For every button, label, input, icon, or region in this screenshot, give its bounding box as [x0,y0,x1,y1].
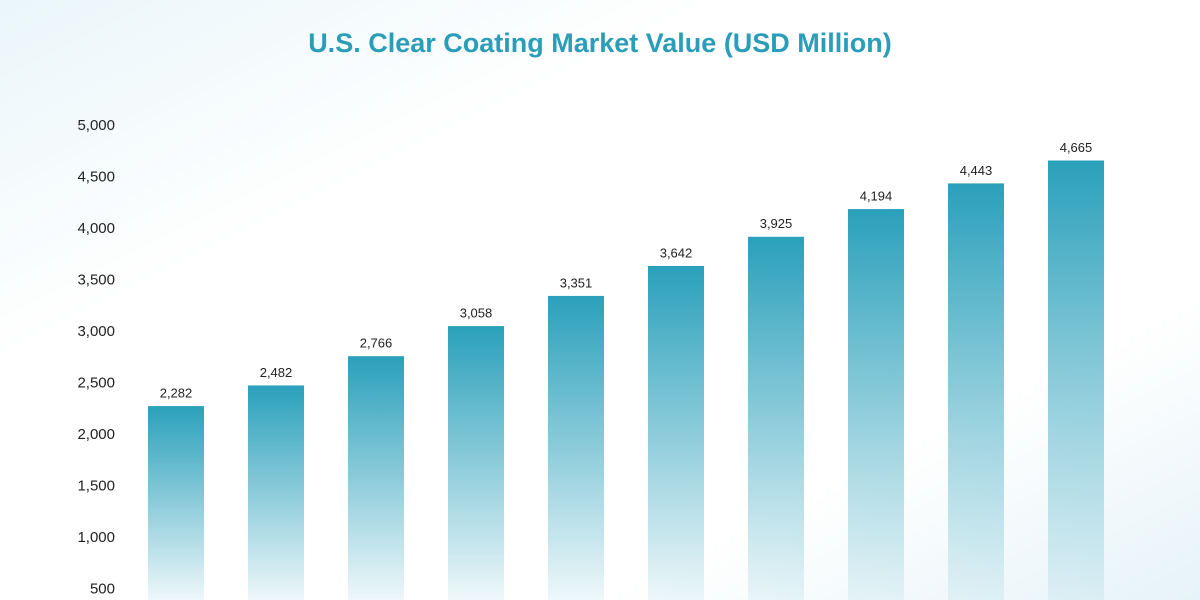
y-tick-label: 1,500 [77,478,115,495]
y-tick-label: 1,000 [77,529,115,546]
value-label: 3,351 [560,275,593,290]
bar [248,385,304,600]
chart-title: U.S. Clear Coating Market Value (USD Mil… [308,28,892,58]
value-label: 2,766 [360,336,393,351]
value-label: 4,443 [960,163,993,178]
value-label: 4,665 [1060,140,1093,155]
y-tick-label: 500 [90,581,115,598]
y-tick-label: 3,500 [77,272,115,289]
bar [848,209,904,600]
bar [948,183,1004,600]
y-tick-label: 4,500 [77,168,115,185]
bar [1048,160,1104,600]
value-label: 2,282 [160,386,193,401]
bar [148,406,204,600]
bar [748,236,804,600]
y-tick-label: 3,000 [77,323,115,340]
bar [448,326,504,600]
y-tick-label: 4,000 [77,220,115,237]
y-tick-label: 2,000 [77,426,115,443]
value-label: 2,482 [260,365,293,380]
bar [348,356,404,600]
value-label: 3,642 [660,245,693,260]
y-tick-label: 5,000 [77,117,115,134]
value-label: 3,058 [460,306,493,321]
bar [548,295,604,600]
bar [648,265,704,600]
value-label: 4,194 [860,188,893,203]
value-label: 3,925 [760,216,793,231]
y-tick-label: 2,500 [77,375,115,392]
